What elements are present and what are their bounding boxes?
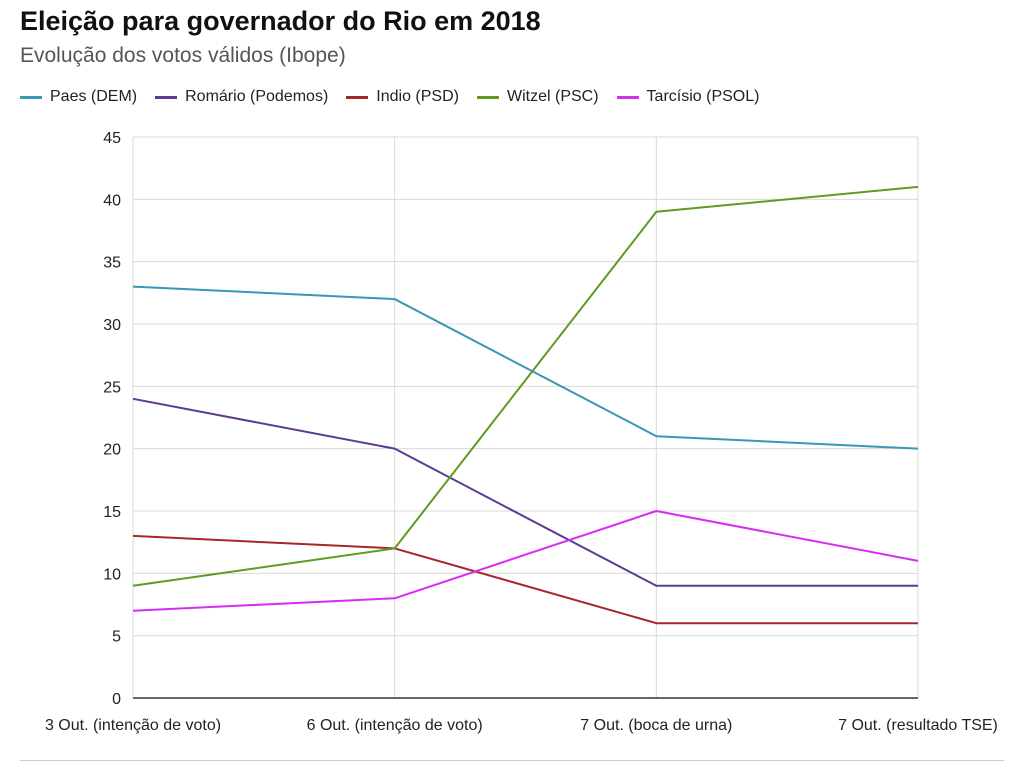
legend-item-paes: Paes (DEM) (20, 88, 137, 106)
legend-label-romario: Romário (Podemos) (185, 88, 329, 105)
y-tick-label-10: 10 (103, 566, 121, 583)
legend-item-tarcisio: Tarcísio (PSOL) (616, 88, 760, 106)
series-line-2 (132, 534, 918, 625)
legend-swatch-witzel (476, 95, 499, 99)
legend-swatch-paes (20, 95, 42, 99)
x-tick-label-1: 6 Out. (intenção de voto) (307, 717, 483, 734)
y-tick-label-25: 25 (103, 379, 121, 396)
series-line-4 (132, 510, 919, 612)
legend-swatch-tarcisio (616, 95, 639, 99)
y-tick-label-15: 15 (103, 504, 121, 521)
legend-swatch-indio (346, 95, 369, 99)
legend-item-indio: Indio (PSD) (346, 88, 459, 106)
y-tick-label-40: 40 (103, 192, 121, 209)
series-line-0 (132, 285, 919, 450)
series-line-3 (132, 185, 919, 587)
legend-item-witzel: Witzel (PSC) (476, 88, 599, 106)
legend: Paes (DEM) Romário (Podemos) Indio (PSD)… (20, 88, 759, 106)
x-tick-label-2: 7 Out. (boca de urna) (580, 717, 732, 734)
series-line-1 (132, 397, 918, 587)
legend-swatch-romario (155, 95, 178, 99)
y-tick-label-0: 0 (112, 691, 121, 708)
y-tick-label-30: 30 (103, 317, 121, 334)
chart-subtitle: Evolução dos votos válidos (Ibope) (20, 44, 346, 67)
legend-item-romario: Romário (Podemos) (155, 88, 328, 106)
x-tick-label-0: 3 Out. (intenção de voto) (45, 717, 221, 734)
legend-label-paes: Paes (DEM) (50, 88, 138, 105)
bottom-divider (20, 760, 1004, 761)
legend-label-tarcisio: Tarcísio (PSOL) (646, 88, 760, 105)
legend-label-indio: Indio (PSD) (376, 88, 459, 105)
chart-title: Eleição para governador do Rio em 2018 (20, 6, 541, 36)
y-tick-label-5: 5 (112, 629, 121, 646)
legend-label-witzel: Witzel (PSC) (506, 88, 599, 105)
x-tick-label-3: 7 Out. (resultado TSE) (838, 717, 998, 734)
y-tick-label-35: 35 (103, 255, 121, 272)
y-tick-label-45: 45 (103, 130, 121, 147)
y-tick-label-20: 20 (103, 442, 121, 459)
